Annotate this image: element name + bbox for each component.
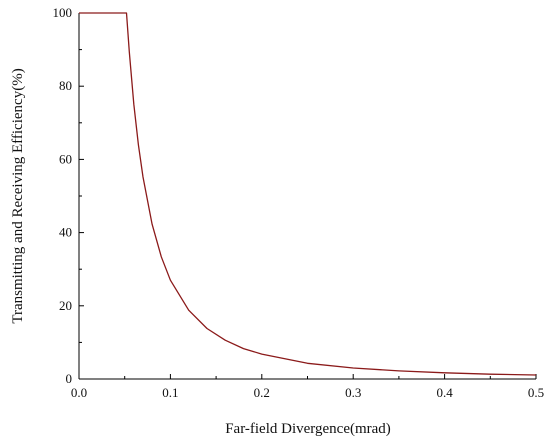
x-tick-label: 0.2 [254,385,270,400]
y-tick-label: 20 [59,298,72,313]
x-tick-label: 0.1 [162,385,178,400]
x-tick-label: 0.4 [436,385,453,400]
plot-frame [78,13,536,380]
x-tick-label: 0.3 [345,385,361,400]
y-tick-label: 0 [66,371,73,386]
x-tick-label: 0.5 [528,385,544,400]
series-line [79,12,537,376]
y-tick-label: 100 [53,5,73,20]
x-axis-label: Far-field Divergence(mrad) [225,421,391,437]
y-tick-label: 60 [59,151,72,166]
x-tick-label: 0.0 [71,385,87,400]
y-tick-label: 80 [59,78,72,93]
y-tick-label: 40 [59,225,72,240]
y-axis-ticks: 0 20 40 60 80 100 [53,5,84,386]
x-axis-ticks: 0.0 0.1 0.2 0.3 0.4 0.5 [71,374,544,400]
series-layer [79,12,537,376]
y-axis-label: Transmitting and Receiving Efficiency(%) [10,68,26,323]
